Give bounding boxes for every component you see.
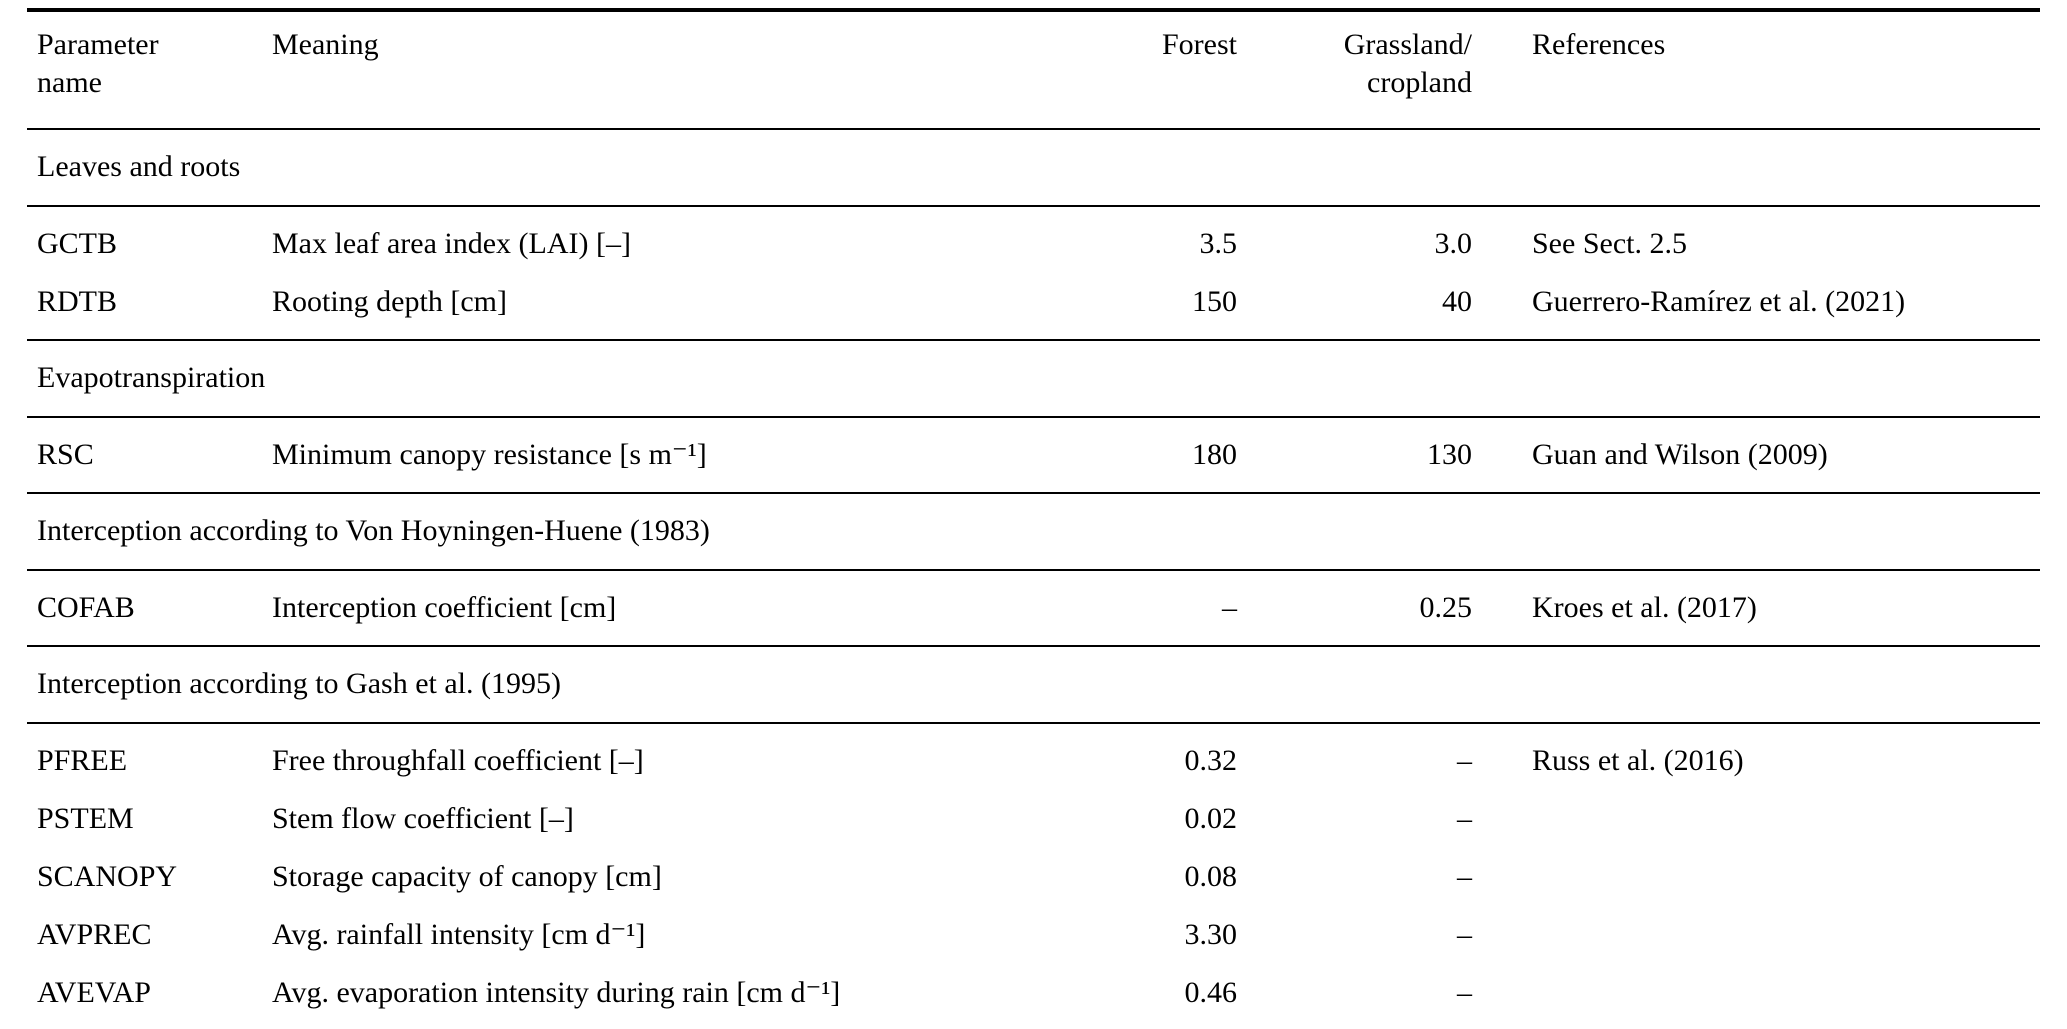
reference-cell: Guerrero-Ramírez et al. (2021) bbox=[1532, 285, 1906, 318]
param-cell: COFAB bbox=[37, 591, 135, 624]
table-row: PSTEM Stem flow coefficient [–] 0.02 – bbox=[27, 790, 2040, 848]
meaning-cell: Rooting depth [cm] bbox=[272, 285, 507, 318]
param-cell: RSC bbox=[37, 438, 94, 471]
table-row: RSC Minimum canopy resistance [s m⁻¹] 18… bbox=[27, 417, 2040, 493]
col-header-meaning: Meaning bbox=[272, 10, 947, 130]
meaning-cell: Free throughfall coefficient [–] bbox=[272, 744, 644, 777]
section-header-row: Leaves and roots bbox=[27, 128, 2040, 207]
grassland-value: – bbox=[1457, 918, 1472, 951]
table-section-interception-gash: Interception according to Gash et al. (1… bbox=[27, 645, 2040, 1029]
reference-cell bbox=[1472, 790, 2040, 848]
table-row: COFAB Interception coefficient [cm] – 0.… bbox=[27, 570, 2040, 646]
reference-cell: Kroes et al. (2017) bbox=[1532, 591, 1757, 624]
table-row: RDTB Rooting depth [cm] 150 40 Guerrero-… bbox=[27, 273, 2040, 340]
param-cell: GCTB bbox=[37, 227, 118, 260]
section-title: Interception according to Von Hoyningen-… bbox=[27, 492, 2040, 571]
table-header: Parameter name Meaning Forest Grassland/… bbox=[27, 10, 2040, 130]
section-header-row: Evapotranspiration bbox=[27, 339, 2040, 418]
forest-value: 0.02 bbox=[1184, 802, 1238, 835]
col-header-references: References bbox=[1472, 10, 2040, 130]
meaning-cell: Interception coefficient [cm] bbox=[272, 591, 617, 624]
section-title: Leaves and roots bbox=[27, 128, 2040, 207]
meaning-cell: Max leaf area index (LAI) [–] bbox=[272, 227, 631, 260]
reference-cell: Guan and Wilson (2009) bbox=[1532, 438, 1828, 471]
reference-cell: Russ et al. (2016) bbox=[1532, 744, 1744, 777]
meaning-cell: Stem flow coefficient [–] bbox=[272, 802, 574, 835]
table-section-evapotranspiration: Evapotranspiration RSC Minimum canopy re… bbox=[27, 339, 2040, 493]
table-row: GCTB Max leaf area index (LAI) [–] 3.5 3… bbox=[27, 206, 2040, 273]
forest-value: 0.08 bbox=[1184, 860, 1238, 893]
meaning-cell: Minimum canopy resistance [s m⁻¹] bbox=[272, 438, 707, 471]
forest-value: 0.46 bbox=[1184, 976, 1238, 1009]
table-row: AVPREC Avg. rainfall intensity [cm d⁻¹] … bbox=[27, 906, 2040, 964]
forest-value: 0.32 bbox=[1184, 744, 1238, 777]
param-cell: AVEVAP bbox=[37, 976, 151, 1009]
section-header-row: Interception according to Von Hoyningen-… bbox=[27, 492, 2040, 571]
header-row: Parameter name Meaning Forest Grassland/… bbox=[27, 10, 2040, 130]
param-cell: SCANOPY bbox=[37, 860, 178, 893]
col-header-grassland-cropland: Grassland/ cropland bbox=[1237, 10, 1472, 130]
reference-cell: See Sect. 2.5 bbox=[1532, 227, 1687, 260]
grassland-value: 0.25 bbox=[1419, 591, 1473, 624]
forest-value: – bbox=[1222, 591, 1237, 624]
grassland-value: – bbox=[1457, 976, 1472, 1009]
reference-cell bbox=[1472, 964, 2040, 1029]
table-section-leaves-and-roots: Leaves and roots GCTB Max leaf area inde… bbox=[27, 128, 2040, 340]
param-cell: RDTB bbox=[37, 285, 118, 318]
grassland-value: 40 bbox=[1442, 285, 1472, 318]
section-title: Interception according to Gash et al. (1… bbox=[27, 645, 2040, 724]
grassland-value: 130 bbox=[1427, 438, 1472, 471]
meaning-cell: Avg. rainfall intensity [cm d⁻¹] bbox=[272, 918, 646, 951]
section-title: Evapotranspiration bbox=[27, 339, 2040, 418]
param-cell: PSTEM bbox=[37, 802, 134, 835]
param-cell: PFREE bbox=[37, 744, 128, 777]
parameter-table: Parameter name Meaning Forest Grassland/… bbox=[27, 8, 2040, 1029]
table-row: AVEVAP Avg. evaporation intensity during… bbox=[27, 964, 2040, 1029]
table-row: PFREE Free throughfall coefficient [–] 0… bbox=[27, 723, 2040, 790]
meaning-cell: Storage capacity of canopy [cm] bbox=[272, 860, 662, 893]
table-row: SCANOPY Storage capacity of canopy [cm] … bbox=[27, 848, 2040, 906]
section-header-row: Interception according to Gash et al. (1… bbox=[27, 645, 2040, 724]
grassland-value: 3.0 bbox=[1434, 227, 1473, 260]
table-section-interception-von-hoyningen-huene: Interception according to Von Hoyningen-… bbox=[27, 492, 2040, 646]
meaning-cell: Avg. evaporation intensity during rain [… bbox=[272, 976, 841, 1009]
grassland-value: – bbox=[1457, 802, 1472, 835]
grassland-value: – bbox=[1457, 860, 1472, 893]
reference-cell bbox=[1472, 906, 2040, 964]
reference-cell bbox=[1472, 848, 2040, 906]
param-cell: AVPREC bbox=[37, 918, 152, 951]
forest-value: 150 bbox=[1192, 285, 1237, 318]
forest-value: 180 bbox=[1192, 438, 1237, 471]
forest-value: 3.5 bbox=[1199, 227, 1238, 260]
forest-value: 3.30 bbox=[1184, 918, 1238, 951]
grassland-value: – bbox=[1457, 744, 1472, 777]
col-header-forest: Forest bbox=[947, 10, 1237, 130]
col-header-parameter-name: Parameter name bbox=[27, 10, 272, 130]
